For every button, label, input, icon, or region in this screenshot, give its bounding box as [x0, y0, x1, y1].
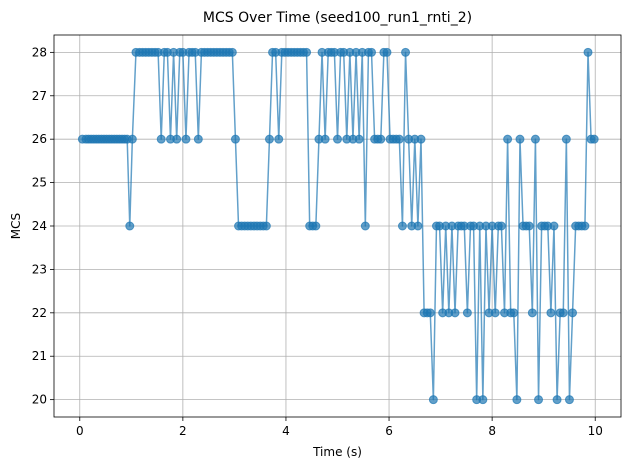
data-point [367, 47, 377, 57]
data-point [580, 221, 590, 231]
data-point [394, 134, 404, 144]
data-point [428, 395, 438, 405]
y-axis: 20 21 22 23 24 25 26 27 28 [32, 45, 54, 407]
y-tick-label: 28 [32, 45, 47, 59]
data-point [360, 221, 370, 231]
data-point [496, 221, 506, 231]
data-point [127, 134, 137, 144]
data-point [413, 221, 423, 231]
data-point [549, 221, 559, 231]
x-tick-label: 2 [179, 424, 187, 438]
x-tick-label: 4 [282, 424, 290, 438]
data-point [425, 308, 435, 318]
data-point [490, 308, 500, 318]
y-tick-label: 22 [32, 306, 47, 320]
data-point [524, 221, 534, 231]
chart-title: MCS Over Time (seed100_run1_rnti_2) [203, 10, 472, 26]
data-point [503, 134, 513, 144]
data-point [125, 221, 135, 231]
data-point [193, 134, 203, 144]
y-tick-label: 27 [32, 89, 47, 103]
y-tick-label: 21 [32, 349, 47, 363]
data-point [589, 134, 599, 144]
series-layer [77, 47, 599, 405]
data-point [320, 134, 330, 144]
data-point [401, 47, 411, 57]
data-point [462, 308, 472, 318]
data-point [181, 134, 191, 144]
x-axis: 0 2 4 6 8 10 [76, 417, 603, 438]
data-point [376, 134, 386, 144]
y-tick-label: 26 [32, 132, 47, 146]
y-tick-label: 23 [32, 262, 47, 276]
y-tick-label: 25 [32, 176, 47, 190]
data-point [382, 47, 392, 57]
data-point [568, 308, 578, 318]
data-point [302, 47, 312, 57]
data-point [561, 134, 571, 144]
data-point [264, 134, 274, 144]
data-point [354, 134, 364, 144]
x-tick-label: 0 [76, 424, 84, 438]
y-tick-label: 24 [32, 219, 47, 233]
x-tick-label: 8 [488, 424, 496, 438]
x-tick-label: 10 [588, 424, 603, 438]
data-point [261, 221, 271, 231]
x-axis-label: Time (s) [312, 445, 362, 459]
data-point [546, 308, 556, 318]
y-axis-label: MCS [9, 213, 23, 239]
data-point [512, 395, 522, 405]
data-point [534, 395, 544, 405]
data-point [274, 134, 284, 144]
data-point [397, 221, 407, 231]
data-point [515, 134, 525, 144]
data-point [333, 134, 342, 144]
data-point [530, 134, 540, 144]
data-point [156, 134, 166, 144]
data-point [564, 395, 574, 405]
data-point [558, 308, 568, 318]
data-point [311, 221, 321, 231]
data-point [227, 47, 237, 57]
data-point [583, 47, 593, 57]
y-tick-label: 20 [32, 393, 47, 407]
data-point [230, 134, 240, 144]
data-point [552, 395, 562, 405]
x-tick-label: 6 [385, 424, 393, 438]
data-point [509, 308, 519, 318]
data-point [527, 308, 537, 318]
data-point [450, 308, 460, 318]
data-point [478, 395, 488, 405]
data-point [172, 134, 182, 144]
data-point [416, 134, 426, 144]
